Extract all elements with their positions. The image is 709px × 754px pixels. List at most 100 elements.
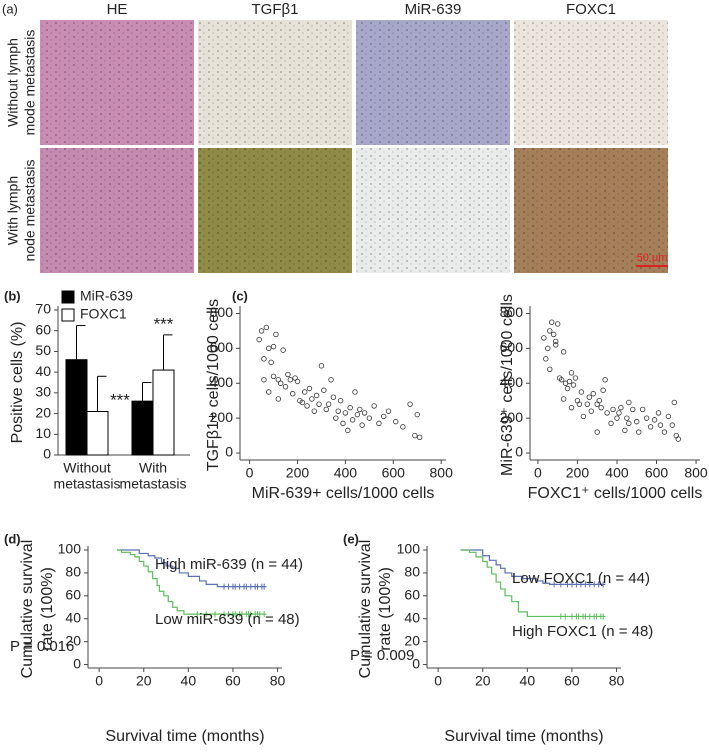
- x-axis-label: Survival time (months): [105, 728, 264, 745]
- series-label: Low FOXC1 (n = 44): [512, 570, 650, 587]
- point: [270, 373, 277, 379]
- point: [634, 418, 640, 425]
- point: [596, 397, 602, 404]
- point: [602, 377, 608, 383]
- point: [412, 432, 418, 439]
- x-tick-label: 800: [430, 465, 454, 481]
- point: [669, 422, 676, 428]
- x-tick-label: 20: [475, 673, 491, 689]
- point: [566, 378, 573, 385]
- y-axis-label: Cumulative survival: [357, 540, 374, 679]
- point: [306, 385, 313, 392]
- column-title: TGFβ1: [252, 1, 299, 18]
- x-tick-label: 600: [382, 465, 406, 481]
- y-axis-label: Positive cells (%): [9, 322, 26, 444]
- legend-swatch: [61, 308, 75, 322]
- point: [630, 406, 636, 413]
- point: [560, 349, 567, 355]
- x-tick-label: metastasis: [120, 476, 187, 492]
- point: [657, 422, 664, 428]
- point: [416, 434, 423, 441]
- column-title: MiR-639: [405, 1, 462, 18]
- point: [316, 401, 322, 407]
- point: [545, 345, 551, 352]
- y-tick-label: 30: [35, 384, 51, 400]
- point: [414, 411, 420, 418]
- point: [661, 429, 668, 435]
- point: [604, 410, 610, 416]
- point: [392, 418, 399, 425]
- point: [268, 359, 274, 366]
- point: [554, 321, 561, 327]
- histology-texture: [40, 20, 194, 145]
- point: [282, 384, 289, 390]
- y-tick-label: 600: [500, 339, 524, 355]
- point: [590, 391, 596, 397]
- point: [626, 420, 632, 427]
- point: [318, 363, 325, 369]
- row-label: mode metastasis: [22, 30, 38, 136]
- y-tick-label: 0: [43, 446, 51, 462]
- y-tick-label: 200: [500, 409, 524, 425]
- x-tick-label: 60: [225, 673, 241, 689]
- x-tick-label: 40: [181, 673, 197, 689]
- y-tick-label: 80: [404, 564, 420, 580]
- point: [275, 396, 282, 402]
- y-tick-label: 40: [35, 363, 51, 379]
- y-tick-label: 40: [404, 609, 420, 625]
- point: [261, 356, 267, 362]
- point: [258, 328, 265, 334]
- point: [552, 338, 559, 345]
- column-title: FOXC1: [566, 1, 616, 18]
- x-tick-label: 0: [434, 673, 442, 689]
- y-tick-label: 0: [515, 444, 523, 460]
- point: [266, 345, 272, 352]
- y-tick-label: 20: [404, 632, 420, 648]
- y-tick-label: 100: [397, 541, 421, 557]
- series-label: Low miR-639 (n = 48): [155, 611, 300, 628]
- point: [549, 319, 555, 325]
- panel-label: (b): [4, 288, 21, 303]
- y-tick-label: 800: [500, 304, 524, 320]
- x-tick-label: 0: [534, 465, 542, 481]
- point: [361, 410, 368, 416]
- point: [289, 391, 296, 397]
- y-tick-label: 400: [500, 374, 524, 390]
- point: [311, 408, 317, 414]
- y-tick-label: 60: [404, 587, 420, 603]
- point: [541, 335, 547, 341]
- histology-texture: [356, 148, 510, 273]
- row-label: Without lymph: [5, 38, 21, 127]
- x-tick-label: 200: [566, 465, 590, 481]
- y-tick-label: 400: [210, 374, 234, 390]
- point: [610, 406, 616, 413]
- y-tick-label: 100: [58, 541, 82, 557]
- panel-label: (d): [4, 531, 21, 546]
- bar: [152, 369, 175, 456]
- point: [547, 366, 553, 373]
- point: [266, 389, 272, 395]
- point: [647, 424, 654, 430]
- bar: [131, 400, 154, 456]
- point: [576, 401, 583, 407]
- point: [294, 378, 301, 385]
- point: [578, 389, 585, 395]
- point: [626, 399, 632, 406]
- point: [256, 336, 262, 343]
- point: [584, 401, 591, 407]
- point: [263, 324, 270, 331]
- bar: [86, 411, 109, 456]
- point: [560, 396, 567, 402]
- histology-texture: [514, 148, 668, 273]
- row-label: With lymph: [5, 176, 21, 245]
- point: [618, 404, 624, 411]
- x-tick-label: 400: [334, 465, 358, 481]
- p-value: P = 0.009: [350, 647, 414, 664]
- legend-label: FOXC1: [80, 306, 127, 322]
- point: [359, 422, 365, 428]
- point: [639, 406, 646, 413]
- x-axis-label: FOXC1⁺ cells/1000 cells: [528, 485, 703, 502]
- point: [558, 377, 565, 383]
- y-tick-label: 800: [210, 304, 234, 320]
